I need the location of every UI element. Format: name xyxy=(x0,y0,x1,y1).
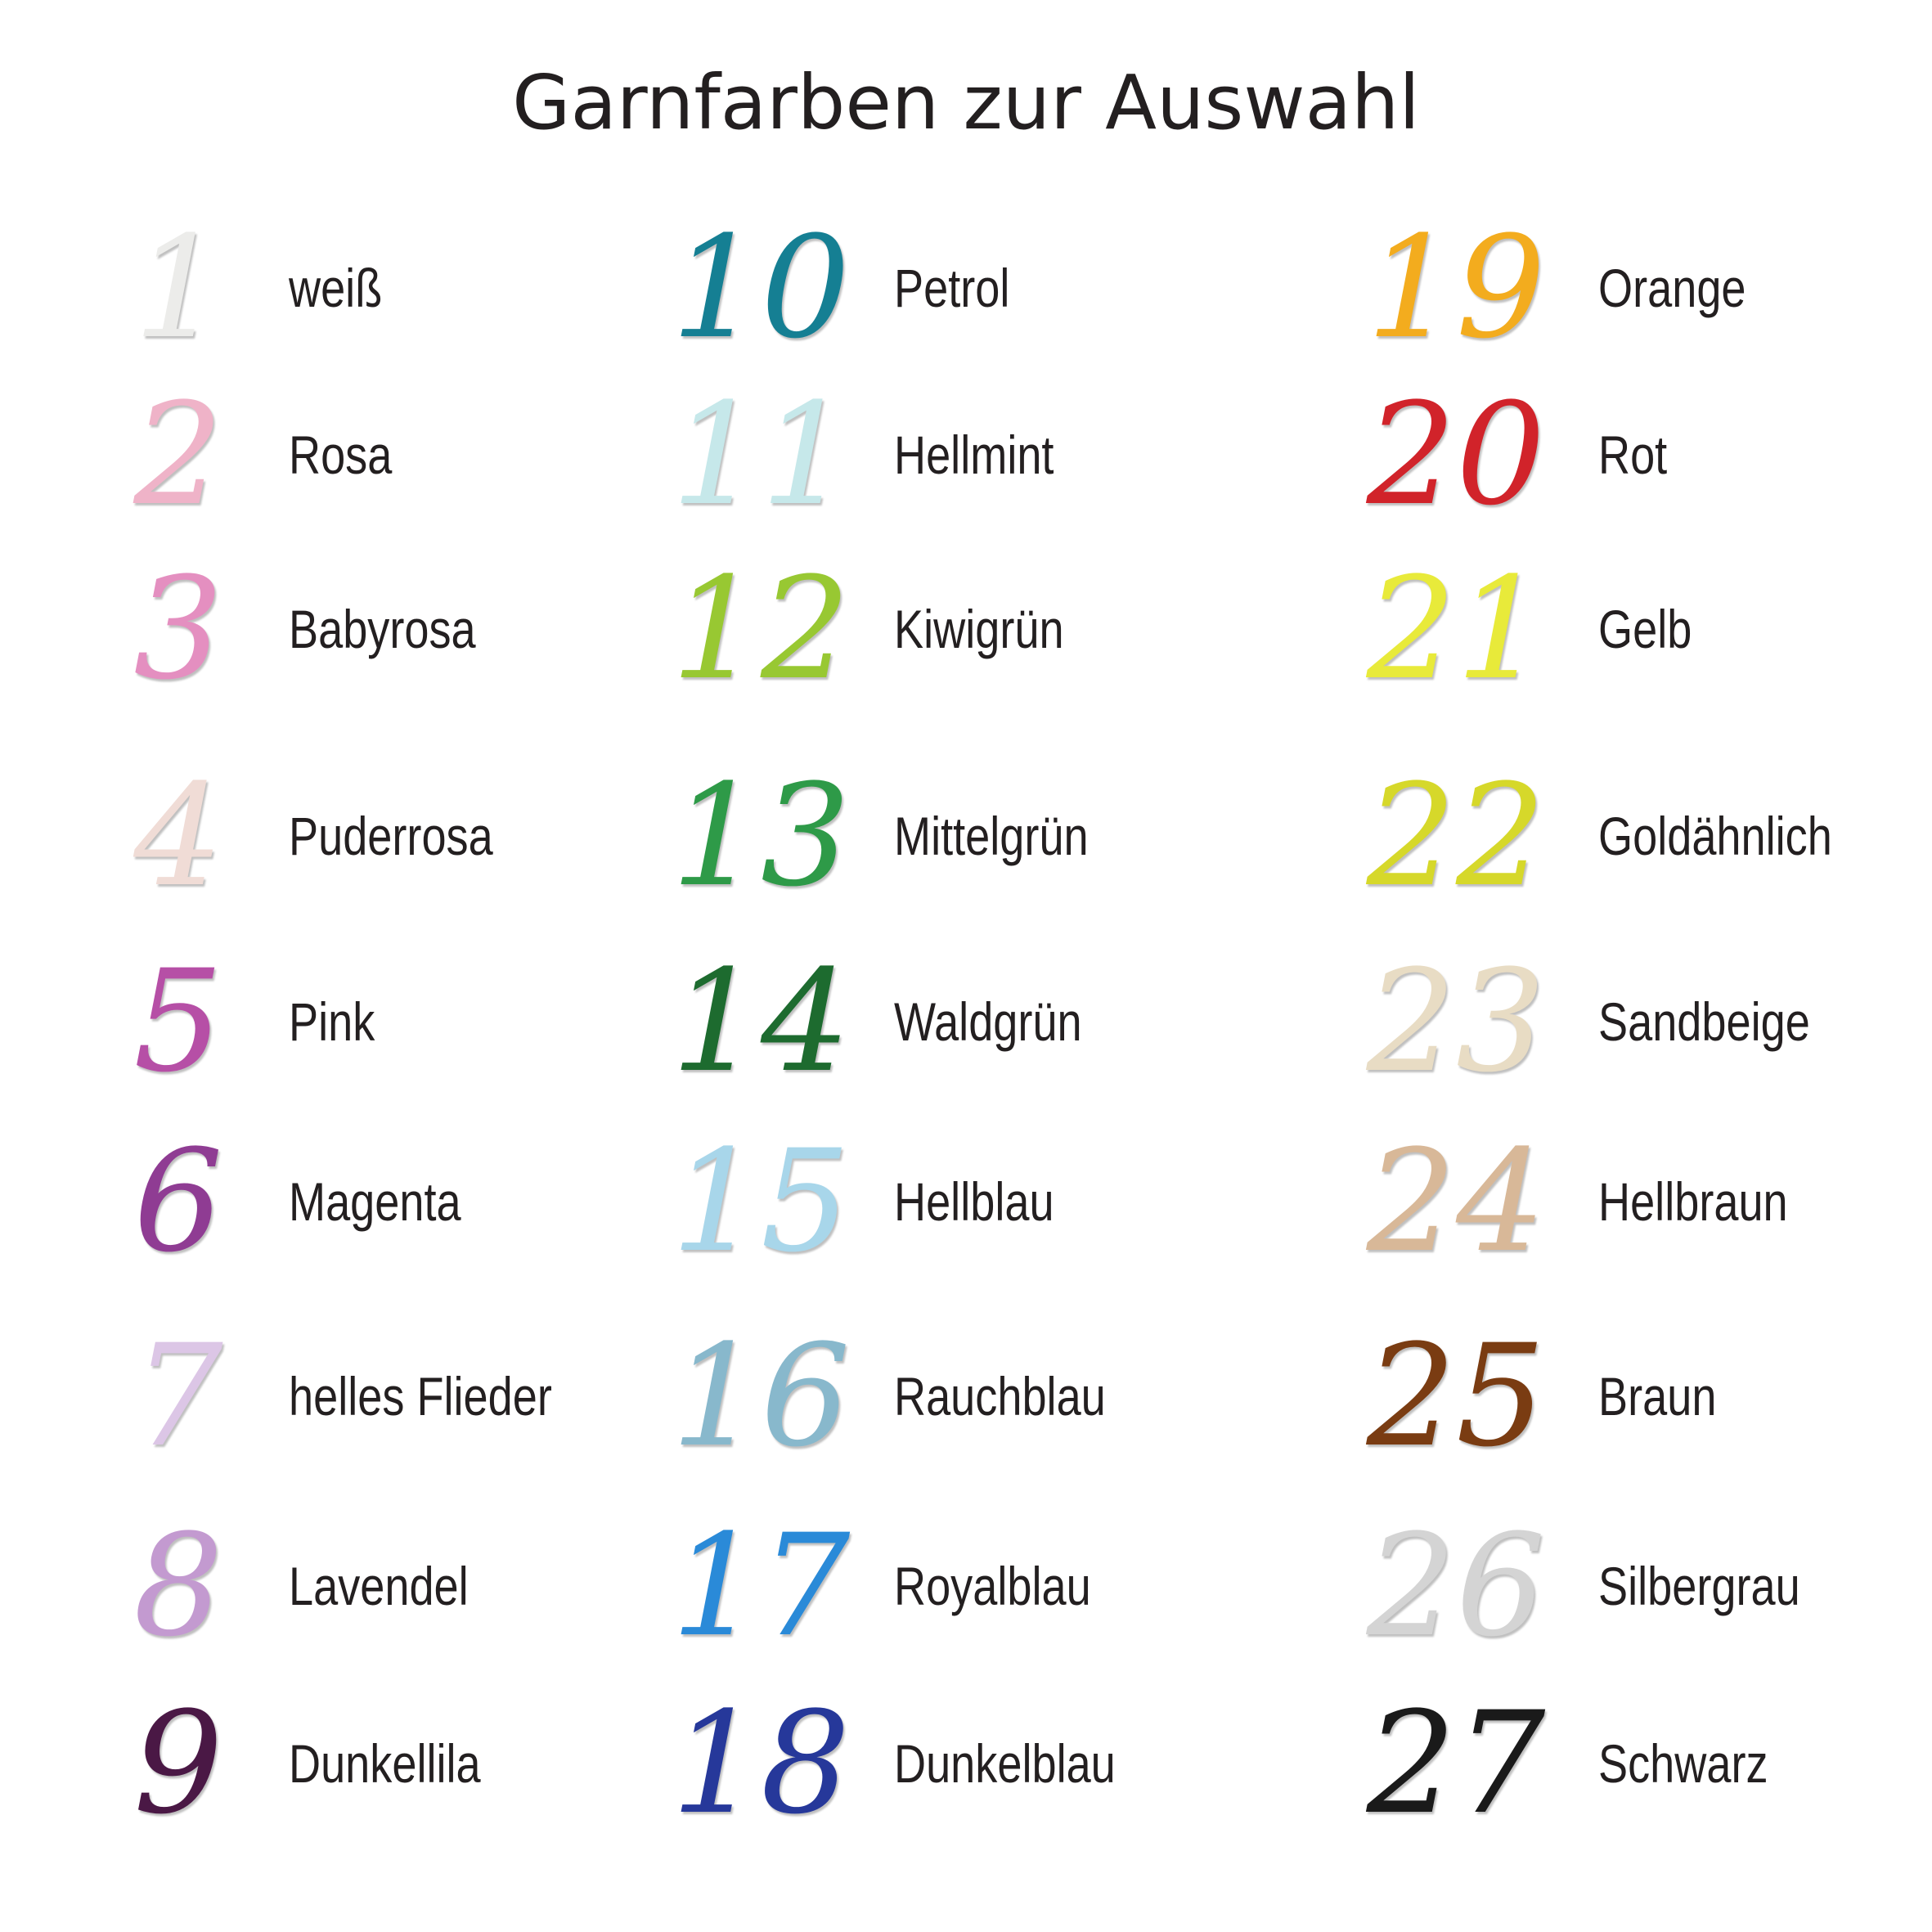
color-number: 1 xyxy=(133,205,223,370)
color-number: 16 xyxy=(671,1314,851,1478)
color-number: 7 xyxy=(133,1314,223,1478)
color-name: Kiwigrün xyxy=(894,599,1064,659)
color-name: Orange xyxy=(1598,258,1746,318)
color-name: Lavendel xyxy=(289,1556,469,1616)
color-number: 26 xyxy=(1366,1503,1546,1668)
color-number: 6 xyxy=(133,1119,223,1283)
color-number: 23 xyxy=(1366,939,1546,1103)
color-name: Hellmint xyxy=(894,425,1054,485)
color-name: Silbergrau xyxy=(1598,1556,1800,1616)
color-number: 9 xyxy=(133,1681,223,1845)
color-number: 24 xyxy=(1366,1119,1546,1283)
color-number: 17 xyxy=(671,1503,851,1668)
color-name: weiß xyxy=(289,258,383,318)
color-name: Magenta xyxy=(289,1171,461,1232)
color-number: 12 xyxy=(671,546,851,711)
color-number: 11 xyxy=(671,372,851,537)
color-name: Rauchblau xyxy=(894,1366,1106,1427)
color-name: Hellbraun xyxy=(1598,1171,1788,1232)
color-name: Hellblau xyxy=(894,1171,1054,1232)
color-number: 2 xyxy=(133,372,223,537)
color-name: Sandbeige xyxy=(1598,991,1810,1052)
color-number: 4 xyxy=(133,753,223,918)
color-name: Babyrosa xyxy=(289,599,476,659)
color-name: Waldgrün xyxy=(894,991,1082,1052)
color-name: Petrol xyxy=(894,258,1010,318)
color-number: 21 xyxy=(1366,546,1546,711)
color-number: 8 xyxy=(133,1503,223,1668)
color-number: 27 xyxy=(1366,1681,1546,1845)
color-number: 22 xyxy=(1366,753,1546,918)
color-number: 25 xyxy=(1366,1314,1546,1478)
color-name: Dunkellila xyxy=(289,1733,481,1794)
color-name: Dunkelblau xyxy=(894,1733,1116,1794)
color-name: Gelb xyxy=(1598,599,1692,659)
page-title: Garnfarben zur Auswahl xyxy=(512,59,1420,146)
color-name: Rosa xyxy=(289,425,393,485)
color-number: 19 xyxy=(1366,205,1546,370)
color-name: Pink xyxy=(289,991,375,1052)
color-name: Schwarz xyxy=(1598,1733,1768,1794)
color-name: Braun xyxy=(1598,1366,1717,1427)
color-number: 18 xyxy=(671,1681,851,1845)
color-name: Goldähnlich xyxy=(1598,806,1832,866)
color-name: helles Flieder xyxy=(289,1366,552,1427)
color-name: Rot xyxy=(1598,425,1668,485)
color-number: 20 xyxy=(1366,372,1546,537)
color-number: 14 xyxy=(671,939,851,1103)
color-name: Royalblau xyxy=(894,1556,1091,1616)
color-number: 10 xyxy=(671,205,851,370)
color-number: 13 xyxy=(671,753,851,918)
color-number: 15 xyxy=(671,1119,851,1283)
color-number: 5 xyxy=(133,939,223,1103)
color-number: 3 xyxy=(133,546,223,711)
color-name: Mittelgrün xyxy=(894,806,1089,866)
color-name: Puderrosa xyxy=(289,806,493,866)
